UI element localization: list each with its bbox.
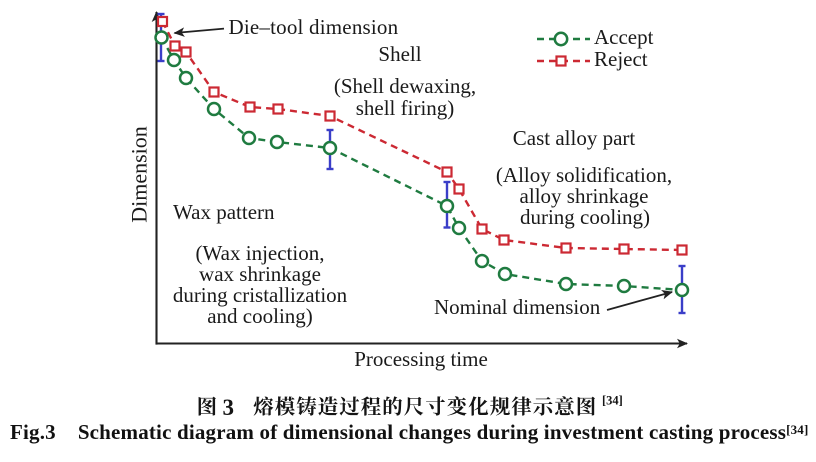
svg-text:shell firing): shell firing) bbox=[356, 96, 455, 120]
svg-text:during cristallization: during cristallization bbox=[173, 283, 348, 307]
svg-text:Dimension: Dimension bbox=[127, 126, 152, 223]
svg-text:(Alloy solidification,: (Alloy solidification, bbox=[496, 163, 672, 187]
svg-text:alloy shrinkage: alloy shrinkage bbox=[520, 184, 649, 208]
svg-text:Nominal dimension: Nominal dimension bbox=[434, 295, 601, 319]
svg-text:(Wax injection,: (Wax injection, bbox=[196, 241, 325, 265]
svg-text:Accept: Accept bbox=[594, 25, 654, 49]
svg-text:[34]: [34] bbox=[602, 393, 623, 407]
svg-text:wax shrinkage: wax shrinkage bbox=[199, 262, 321, 286]
svg-text:Processing time: Processing time bbox=[354, 347, 488, 371]
svg-text:and cooling): and cooling) bbox=[207, 304, 313, 328]
svg-text:Wax pattern: Wax pattern bbox=[173, 200, 275, 224]
svg-text:Reject: Reject bbox=[594, 47, 648, 71]
svg-text:Die–tool dimension: Die–tool dimension bbox=[229, 15, 399, 39]
svg-text:Shell: Shell bbox=[378, 42, 421, 66]
svg-text:3: 3 bbox=[223, 395, 235, 420]
svg-text:Cast alloy part: Cast alloy part bbox=[513, 126, 636, 150]
svg-text:during cooling): during cooling) bbox=[520, 205, 650, 229]
svg-text:(Shell dewaxing,: (Shell dewaxing, bbox=[334, 74, 476, 98]
